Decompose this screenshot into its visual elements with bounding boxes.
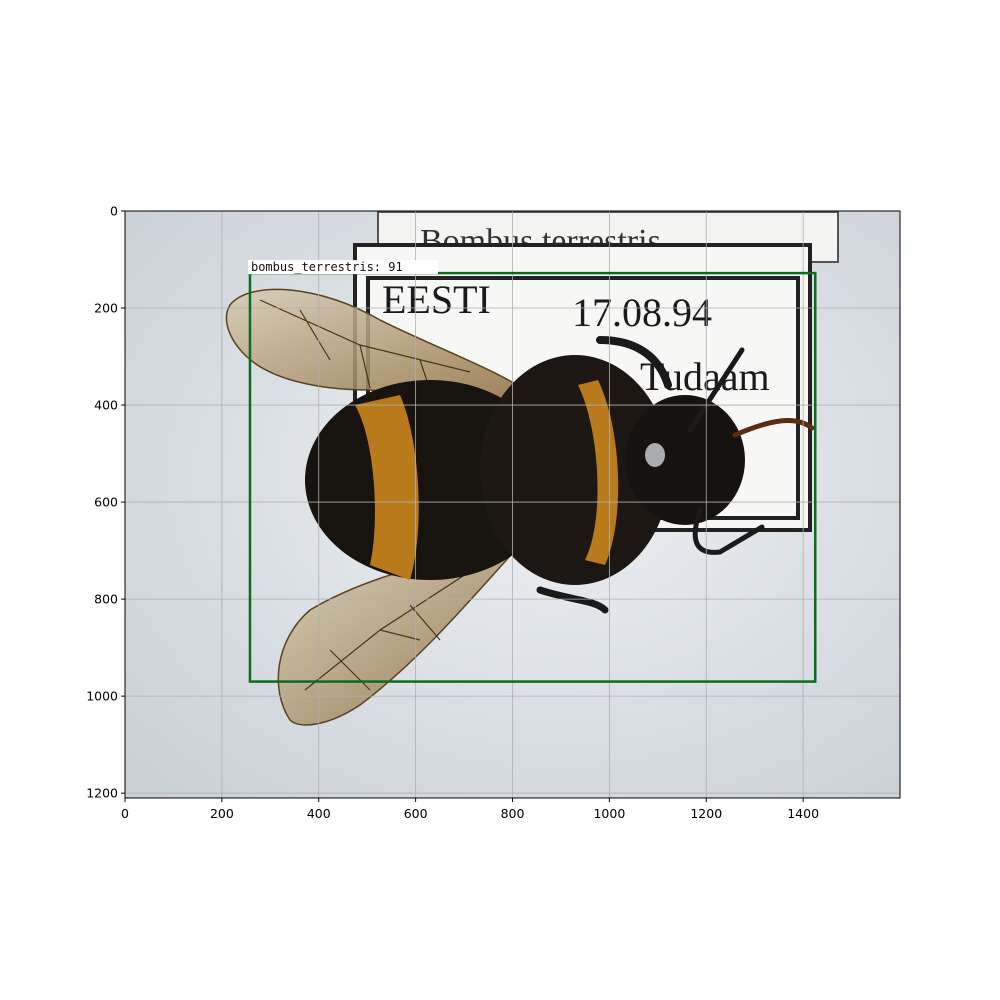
bee-abdomen-band [355, 395, 419, 580]
y-tick-label: 400 [94, 398, 118, 413]
bee-leg-middle [536, 586, 609, 614]
x-tick-label: 800 [501, 806, 525, 821]
y-axis: 0 200 400 600 800 1000 1200 [86, 204, 125, 801]
x-tick-label: 400 [307, 806, 331, 821]
detection-label-background [247, 260, 438, 275]
x-tick-label: 1400 [787, 806, 819, 821]
x-tick-label: 0 [121, 806, 129, 821]
detection-label: bombus_terrestris: 91 [251, 260, 403, 274]
paper-label-country: EESTI [382, 277, 491, 322]
bumblebee [225, 288, 815, 726]
detection-box [248, 271, 817, 683]
bee-antenna-lower [692, 507, 765, 555]
detections-layer: bombus_terrestris: 91 [247, 260, 817, 683]
bee-eye-highlight [645, 443, 665, 467]
bee-thorax [480, 355, 670, 585]
x-axis: 0 200 400 600 800 1000 1200 1400 [121, 798, 819, 821]
bee-upper-wing-veins [259, 299, 471, 391]
x-tick-label: 1000 [593, 806, 625, 821]
y-tick-label: 800 [94, 592, 118, 607]
x-tick-label: 600 [404, 806, 428, 821]
x-tick-label: 1200 [690, 806, 722, 821]
bee-head [625, 395, 745, 525]
y-tick-label: 1200 [86, 786, 118, 801]
y-tick-label: 0 [110, 204, 118, 219]
y-tick-label: 200 [94, 301, 118, 316]
paper-label-date: 17.08.94 [572, 290, 712, 335]
bee-thorax-band [578, 380, 619, 565]
bee-lower-wing-veins [304, 564, 481, 691]
x-tick-label: 200 [210, 806, 234, 821]
y-tick-label: 1000 [86, 689, 118, 704]
bee-leg-back [596, 336, 672, 389]
bee-leg-front [732, 418, 815, 438]
bee-antenna-upper [687, 347, 745, 433]
y-tick-label: 600 [94, 495, 118, 510]
